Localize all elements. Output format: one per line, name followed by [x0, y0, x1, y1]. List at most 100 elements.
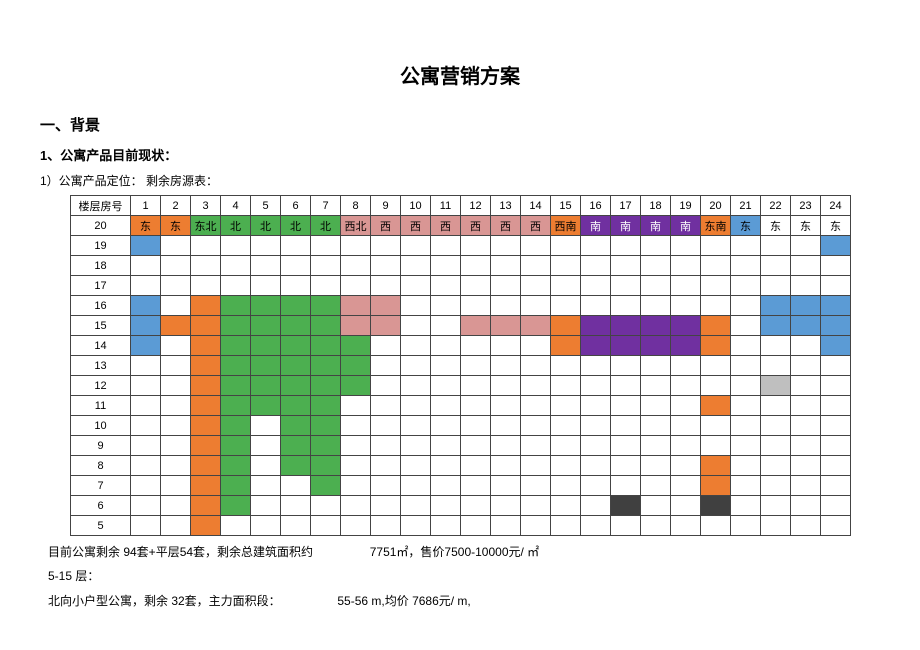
unit-cell — [731, 296, 761, 316]
footer-line-1a: 目前公寓剩余 94套+平层54套，剩余总建筑面积约 — [48, 545, 313, 559]
unit-cell — [191, 336, 221, 356]
unit-cell — [641, 496, 671, 516]
unit-cell — [671, 356, 701, 376]
unit-cell — [641, 256, 671, 276]
unit-cell — [191, 296, 221, 316]
unit-cell: 南 — [581, 216, 611, 236]
unit-cell — [311, 396, 341, 416]
unit-cell — [491, 396, 521, 416]
unit-cell — [491, 276, 521, 296]
unit-cell — [551, 416, 581, 436]
unit-cell — [461, 436, 491, 456]
unit-cell — [701, 476, 731, 496]
unit-cell — [311, 476, 341, 496]
col-header: 8 — [341, 196, 371, 216]
row-header: 18 — [71, 256, 131, 276]
unit-cell — [701, 376, 731, 396]
unit-cell — [341, 496, 371, 516]
unit-cell — [551, 436, 581, 456]
unit-cell — [161, 296, 191, 316]
unit-cell — [731, 456, 761, 476]
unit-cell — [731, 476, 761, 496]
unit-cell — [671, 416, 701, 436]
unit-cell — [761, 316, 791, 336]
footer-line-3b: 55-56 m,均价 7686元/ m, — [337, 594, 470, 608]
unit-cell — [821, 376, 851, 396]
unit-cell — [671, 256, 701, 276]
section-heading-1-1: 1、公寓产品目前现状： — [40, 145, 880, 164]
unit-cell — [701, 516, 731, 536]
unit-cell — [401, 496, 431, 516]
col-header: 18 — [641, 196, 671, 216]
unit-cell — [551, 276, 581, 296]
unit-cell — [521, 256, 551, 276]
unit-cell — [791, 516, 821, 536]
unit-cell — [431, 376, 461, 396]
unit-cell — [341, 336, 371, 356]
unit-cell — [581, 356, 611, 376]
unit-cell — [761, 456, 791, 476]
footer-line-3: 北向小户型公寓，剩余 32套，主力面积段： 55-56 m,均价 7686元/ … — [48, 591, 880, 611]
unit-cell — [221, 376, 251, 396]
unit-cell — [491, 316, 521, 336]
unit-cell — [311, 336, 341, 356]
unit-cell — [791, 276, 821, 296]
unit-cell — [431, 336, 461, 356]
unit-cell — [401, 516, 431, 536]
unit-cell — [311, 496, 341, 516]
unit-cell — [491, 296, 521, 316]
unit-cell — [791, 256, 821, 276]
unit-cell — [251, 256, 281, 276]
unit-cell — [131, 356, 161, 376]
unit-cell — [671, 376, 701, 396]
unit-cell — [431, 476, 461, 496]
unit-cell — [161, 416, 191, 436]
unit-cell — [761, 236, 791, 256]
row-header: 20 — [71, 216, 131, 236]
unit-cell: 南 — [671, 216, 701, 236]
unit-cell — [221, 356, 251, 376]
unit-cell — [761, 476, 791, 496]
unit-cell — [791, 476, 821, 496]
unit-cell — [341, 376, 371, 396]
unit-cell — [761, 376, 791, 396]
unit-cell — [131, 396, 161, 416]
unit-cell — [761, 396, 791, 416]
unit-cell — [611, 376, 641, 396]
availability-table: 楼层房号123456789101112131415161718192021222… — [70, 195, 851, 536]
col-header: 6 — [281, 196, 311, 216]
unit-cell — [371, 296, 401, 316]
unit-cell — [251, 296, 281, 316]
col-header: 16 — [581, 196, 611, 216]
unit-cell — [341, 396, 371, 416]
unit-cell — [131, 236, 161, 256]
unit-cell — [701, 276, 731, 296]
unit-cell — [611, 296, 641, 316]
unit-cell — [251, 436, 281, 456]
unit-cell — [221, 496, 251, 516]
unit-cell — [581, 396, 611, 416]
unit-cell — [551, 256, 581, 276]
unit-cell — [401, 336, 431, 356]
unit-cell — [191, 316, 221, 336]
unit-cell — [251, 456, 281, 476]
unit-cell — [521, 396, 551, 416]
unit-cell — [491, 236, 521, 256]
unit-cell — [461, 496, 491, 516]
unit-cell — [371, 416, 401, 436]
unit-cell — [221, 316, 251, 336]
col-header: 15 — [551, 196, 581, 216]
unit-cell — [521, 496, 551, 516]
unit-cell — [131, 416, 161, 436]
unit-cell: 东 — [731, 216, 761, 236]
unit-cell — [191, 516, 221, 536]
unit-cell: 西 — [371, 216, 401, 236]
unit-cell — [281, 376, 311, 396]
unit-cell — [251, 476, 281, 496]
unit-cell — [731, 396, 761, 416]
unit-cell — [461, 416, 491, 436]
unit-cell — [401, 356, 431, 376]
unit-cell — [461, 296, 491, 316]
unit-cell — [221, 436, 251, 456]
unit-cell — [671, 396, 701, 416]
